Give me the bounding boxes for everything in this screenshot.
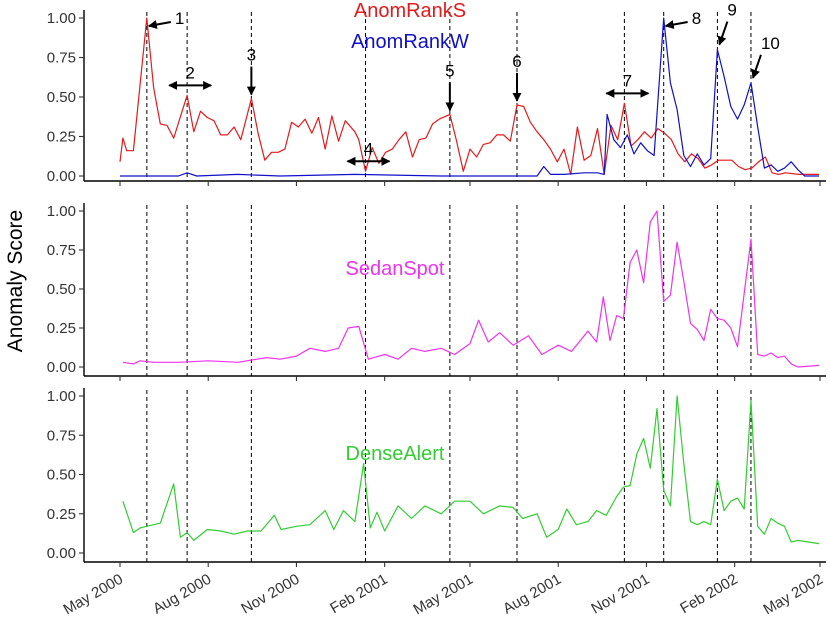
event-label-7: 7 — [623, 71, 632, 90]
y-tick-label: 0.75 — [47, 427, 76, 444]
series-line-DenseAlert — [122, 395, 820, 545]
x-tick-label: May 2001 — [410, 571, 476, 619]
y-tick-label: 0.25 — [47, 320, 76, 337]
y-tick-label: 0.75 — [47, 242, 76, 259]
x-tick-label: Aug 2000 — [150, 571, 214, 618]
y-tick-label: 0.00 — [47, 168, 76, 185]
y-tick-label: 0.25 — [47, 506, 76, 523]
y-tick-label: 0.75 — [47, 50, 76, 67]
event-label-6: 6 — [512, 52, 521, 71]
event-annotations: 1 2 3 4 5 6 7 8 9 10 — [147, 1, 780, 166]
event-arrow-1 — [147, 20, 172, 29]
event-label-5: 5 — [445, 61, 454, 80]
event-label-1: 1 — [175, 9, 184, 28]
series-label-SedanSpot: SedanSpot — [346, 258, 445, 280]
series-label-AnomRankW: AnomRankW — [351, 31, 469, 53]
series-label-AnomRankS: AnomRankS — [354, 0, 466, 22]
event-label-8: 8 — [692, 9, 701, 28]
series-line-AnomRankW — [120, 17, 819, 177]
series-label-DenseAlert: DenseAlert — [346, 443, 445, 465]
x-tick-label: Nov 2001 — [588, 571, 652, 618]
x-tick-label: May 2002 — [760, 571, 826, 619]
panel-1: 0.00 0.25 0.50 0.75 1.00 AnomRankS AnomRankW — [47, 0, 826, 186]
y-tick-label: 1.00 — [47, 388, 76, 405]
y-tick-label: 0.50 — [47, 281, 76, 298]
series-line-SedanSpot — [122, 210, 820, 368]
event-label-9: 9 — [727, 1, 736, 20]
event-label-4: 4 — [364, 139, 373, 158]
y-tick-label: 0.50 — [47, 89, 76, 106]
panel-3: 0.00 0.25 0.50 0.75 1.00 DenseAlert — [47, 388, 826, 567]
x-tick-label: Nov 2000 — [238, 571, 302, 618]
event-arrow-8 — [664, 20, 688, 29]
x-tick-label: Feb 2002 — [677, 571, 740, 617]
panel-2: 0.00 0.25 0.50 0.75 1.00 SedanSpot — [47, 203, 826, 381]
event-arrow-9 — [717, 21, 729, 46]
event-arrow-10 — [751, 54, 762, 79]
y-tick-label: 0.25 — [47, 129, 76, 146]
y-tick-label: 1.00 — [47, 203, 76, 220]
event-label-10: 10 — [761, 34, 780, 53]
x-tick-label: Aug 2001 — [500, 571, 564, 618]
x-tick-label: Feb 2001 — [327, 571, 390, 617]
series-line-AnomRankS — [119, 17, 819, 175]
y-tick-label: 0.50 — [47, 467, 76, 484]
y-tick-label: 0.00 — [47, 545, 76, 562]
y-axis-title: Anomaly Score — [4, 210, 27, 352]
x-tick-label: May 2000 — [60, 571, 126, 619]
event-label-3: 3 — [247, 46, 256, 65]
y-tick-label: 0.00 — [47, 359, 76, 376]
event-label-2: 2 — [185, 63, 194, 82]
y-tick-label: 1.00 — [47, 10, 76, 27]
